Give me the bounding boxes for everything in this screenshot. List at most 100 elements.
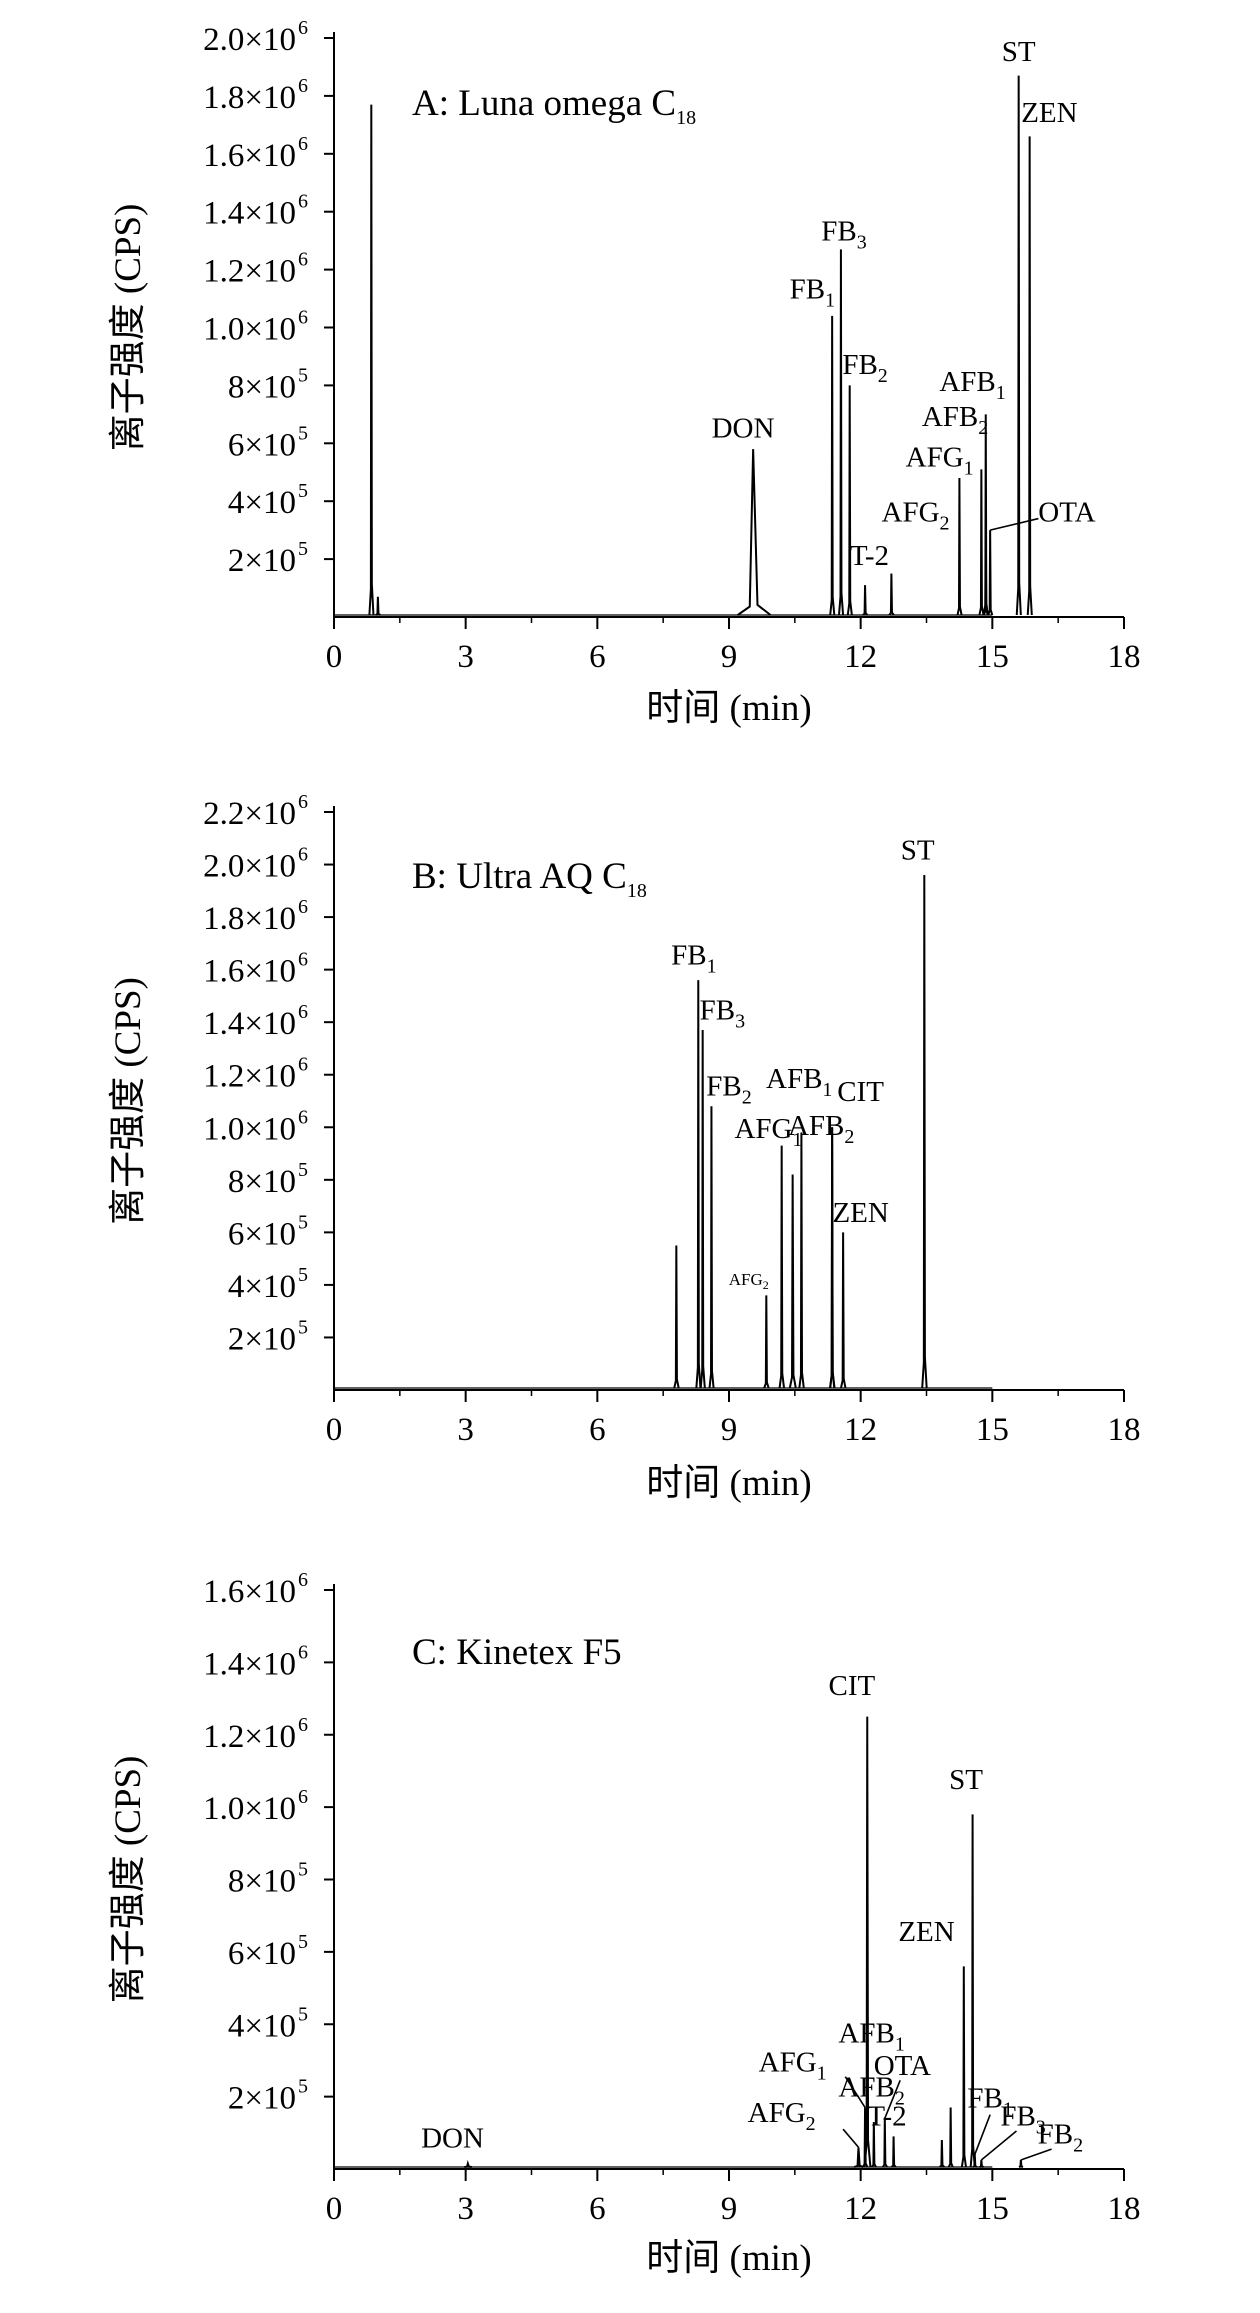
panel-title-subscript: 18 (676, 107, 696, 129)
peak-label-name: FB (671, 939, 706, 971)
x-tick-label: 18 (1108, 1412, 1141, 1448)
y-tick-label: 8×10 (228, 1864, 296, 1900)
peak-label: FB1 (967, 2082, 1012, 2120)
x-tick-label: 3 (457, 639, 474, 675)
peak-label-subscript: 1 (822, 1079, 832, 1101)
peak-label: AFG2 (729, 1270, 769, 1292)
peak-label-subscript: 2 (878, 365, 888, 387)
panel-title-main: C: Kinetex F5 (412, 1632, 622, 1673)
leader-line (989, 517, 1039, 531)
panel-title: B: Ultra AQ C18 (412, 856, 647, 902)
peak-label-subscript: 2 (844, 1126, 854, 1148)
peak-label: AFG1 (759, 2046, 827, 2084)
x-axis-title: 时间 (min) (646, 688, 811, 729)
panel-title-main: A: Luna omega C (412, 83, 676, 124)
y-tick-label: 2×10 (228, 543, 296, 579)
y-tick-exponent: 6 (298, 75, 308, 97)
peak-label-subscript: 1 (964, 457, 974, 479)
y-tick-exponent: 6 (298, 1714, 308, 1736)
y-tick-exponent: 5 (298, 1316, 308, 1338)
peak-label: AFG2 (748, 2097, 816, 2135)
peak-label-name: FB (1000, 2101, 1035, 2133)
chromatogram-peak (853, 2147, 864, 2168)
leader-line (842, 2128, 860, 2148)
y-tick-exponent: 5 (298, 480, 308, 502)
y-tick-mantissa: 1.0×10 (203, 1111, 296, 1147)
y-tick-label: 1.0×10 (203, 1111, 296, 1147)
peak-label: AFG2 (882, 496, 950, 534)
x-tick-label: 12 (844, 2191, 877, 2227)
peak-label: DON (712, 413, 775, 445)
peak-label-name: CIT (829, 1670, 876, 1702)
chromatogram-peak (375, 596, 381, 616)
peak-label: AFB1 (766, 1063, 832, 1101)
peak-label-name: ST (949, 1764, 983, 1796)
y-tick-mantissa: 2×10 (228, 543, 296, 579)
peak-label-name: CIT (837, 1076, 884, 1108)
y-tick-exponent: 5 (298, 2003, 308, 2025)
peak-label-name: AFB (788, 1110, 844, 1142)
panel-a-luna-omega: 0 3 6 9 12 15 182×10 54×10 56×10 58×10 51.0×10 61.2… (107, 17, 1141, 729)
peak-label-subscript: 1 (707, 955, 717, 977)
x-tick-label: 6 (589, 2191, 606, 2227)
y-tick-exponent: 6 (298, 1106, 308, 1128)
y-tick-label: 2.0×10 (203, 849, 296, 885)
peak-label: FB1 (790, 274, 835, 312)
y-tick-mantissa: 2×10 (228, 1321, 296, 1357)
peak-label: ZEN (898, 1916, 954, 1948)
y-tick-label: 1.0×10 (203, 312, 296, 348)
peak-label: ZEN (832, 1197, 888, 1229)
y-tick-mantissa: 2.2×10 (203, 796, 296, 832)
y-tick-mantissa: 8×10 (228, 1164, 296, 1200)
y-tick-label: 1.6×10 (203, 1574, 296, 1610)
peak-label: ST (901, 834, 935, 866)
y-axis-title: 离子强度 (CPS) (107, 204, 149, 452)
x-tick-label: 6 (589, 639, 606, 675)
y-tick-mantissa: 1.6×10 (203, 138, 296, 174)
peak-label-subscript: 2 (1073, 2135, 1083, 2157)
y-tick-label: 1.2×10 (203, 1719, 296, 1755)
x-tick-label: 15 (976, 639, 1009, 675)
chromatogram-peak (695, 980, 702, 1389)
y-tick-label: 2.2×10 (203, 796, 296, 832)
y-tick-exponent: 6 (298, 949, 308, 971)
y-tick-label: 1.6×10 (203, 138, 296, 174)
peak-label-subscript: 3 (1036, 2117, 1046, 2139)
peak-label-subscript: 1 (825, 290, 835, 312)
y-tick-mantissa: 8×10 (228, 1864, 296, 1900)
y-tick-mantissa: 4×10 (228, 485, 296, 521)
peak-label: AFB2 (788, 1110, 854, 1148)
peak-label-name: AFB (838, 2017, 894, 2049)
y-tick-mantissa: 6×10 (228, 1216, 296, 1252)
chromatogram-peak (982, 538, 989, 616)
peak-label-subscript: 1 (895, 2033, 905, 2055)
y-tick-mantissa: 1.2×10 (203, 254, 296, 290)
x-axis-title: 时间 (min) (646, 2238, 811, 2279)
x-tick-label: 15 (976, 1412, 1009, 1448)
y-tick-mantissa: 1.2×10 (203, 1059, 296, 1095)
peak-label-name: T-2 (867, 2101, 906, 2133)
y-tick-label: 1.4×10 (203, 196, 296, 232)
x-tick-label: 3 (457, 2191, 474, 2227)
peak-label-subscript: 2 (978, 417, 988, 439)
y-axis-title: 离子强度 (CPS) (107, 977, 149, 1225)
y-tick-label: 4×10 (228, 1269, 296, 1305)
chromatogram-peak (840, 1232, 847, 1389)
chromatogram-peak (947, 2107, 954, 2168)
y-tick-exponent: 6 (298, 791, 308, 813)
y-tick-exponent: 6 (298, 1786, 308, 1808)
y-tick-label: 1.8×10 (203, 80, 296, 116)
panel-title-main: B: Ultra AQ C (412, 856, 627, 897)
peak-label: AFG1 (734, 1113, 802, 1151)
peak-label: T-2 (850, 540, 889, 572)
y-tick-exponent: 6 (298, 896, 308, 918)
y-axis-title: 离子强度 (CPS) (107, 1756, 149, 2004)
y-tick-mantissa: 1.4×10 (203, 1646, 296, 1682)
y-tick-exponent: 6 (298, 1054, 308, 1076)
peak-label: ST (949, 1764, 983, 1796)
peak-label-subscript: 2 (763, 1278, 769, 1292)
chromatogram-peak (829, 315, 836, 616)
peak-label-name: OTA (874, 2050, 931, 2082)
peak-label-name: AFB (838, 2072, 894, 2104)
peak-label: AFG1 (906, 441, 974, 479)
